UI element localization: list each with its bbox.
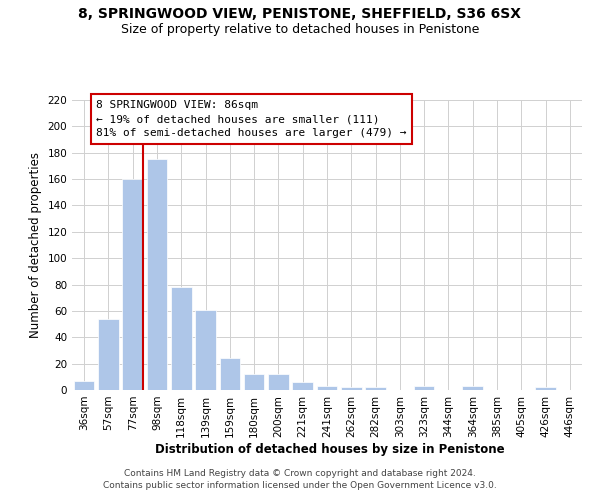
Bar bbox=[220, 358, 240, 390]
Bar bbox=[292, 382, 313, 390]
Bar bbox=[195, 310, 216, 390]
Bar bbox=[98, 319, 119, 390]
Text: 8, SPRINGWOOD VIEW, PENISTONE, SHEFFIELD, S36 6SX: 8, SPRINGWOOD VIEW, PENISTONE, SHEFFIELD… bbox=[79, 8, 521, 22]
Y-axis label: Number of detached properties: Number of detached properties bbox=[29, 152, 42, 338]
Bar bbox=[365, 388, 386, 390]
Bar bbox=[317, 386, 337, 390]
Bar bbox=[146, 160, 167, 390]
Text: Distribution of detached houses by size in Penistone: Distribution of detached houses by size … bbox=[155, 442, 505, 456]
Bar bbox=[268, 374, 289, 390]
Bar bbox=[74, 381, 94, 390]
Bar bbox=[535, 388, 556, 390]
Text: Contains HM Land Registry data © Crown copyright and database right 2024.: Contains HM Land Registry data © Crown c… bbox=[124, 468, 476, 477]
Bar bbox=[244, 374, 265, 390]
Bar bbox=[463, 386, 483, 390]
Bar bbox=[171, 287, 191, 390]
Text: 8 SPRINGWOOD VIEW: 86sqm
← 19% of detached houses are smaller (111)
81% of semi-: 8 SPRINGWOOD VIEW: 86sqm ← 19% of detach… bbox=[96, 100, 407, 138]
Text: Contains public sector information licensed under the Open Government Licence v3: Contains public sector information licen… bbox=[103, 481, 497, 490]
Bar bbox=[341, 388, 362, 390]
Bar bbox=[414, 386, 434, 390]
Text: Size of property relative to detached houses in Penistone: Size of property relative to detached ho… bbox=[121, 22, 479, 36]
Bar bbox=[122, 179, 143, 390]
